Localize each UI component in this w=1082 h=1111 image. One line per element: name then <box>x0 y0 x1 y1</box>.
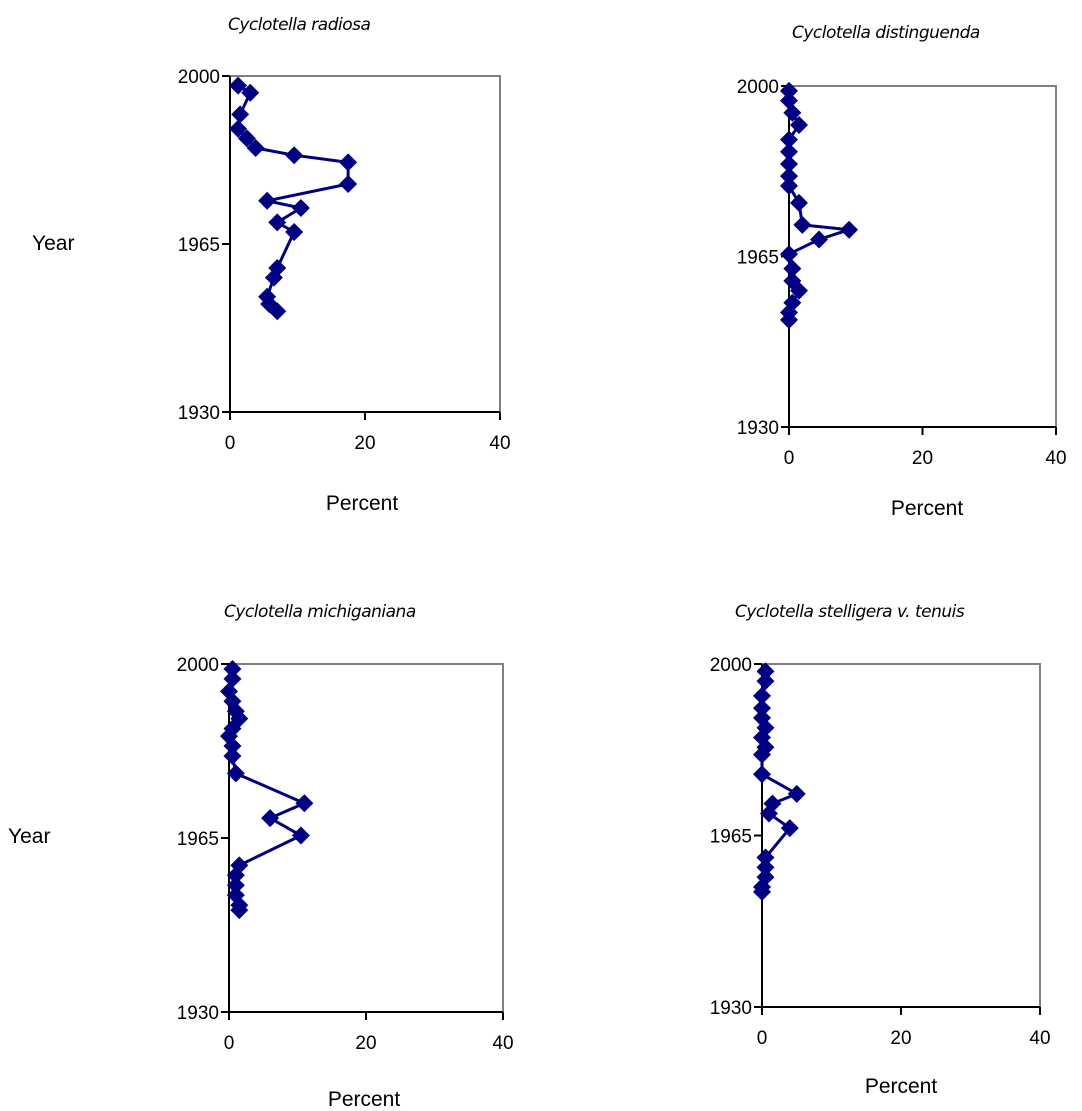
data-point <box>780 819 799 838</box>
data-point <box>226 876 245 895</box>
data-point <box>264 268 283 287</box>
data-point <box>261 809 280 828</box>
plot-area <box>788 85 1057 428</box>
data-point <box>226 866 245 885</box>
data-point <box>780 176 798 195</box>
data-point <box>268 302 287 321</box>
data-point <box>753 765 771 784</box>
y-tick-label: 1965 <box>737 248 779 269</box>
data-point <box>223 669 242 688</box>
y-tick-label: 1965 <box>177 829 219 850</box>
x-tick-label: 20 <box>912 448 933 469</box>
data-point <box>226 764 245 783</box>
data-point <box>790 115 809 134</box>
data-point <box>241 83 260 102</box>
data-point <box>237 129 256 148</box>
data-point <box>295 794 314 813</box>
data-point <box>753 686 771 705</box>
x-tick-label: 40 <box>489 433 510 454</box>
x-axis-label: Percent <box>891 497 964 520</box>
x-tick-label: 20 <box>354 433 375 454</box>
y-tick-label: 2000 <box>178 67 220 88</box>
data-point <box>285 146 304 165</box>
data-point <box>759 804 778 823</box>
data-point <box>780 81 798 100</box>
data-point <box>756 662 775 681</box>
y-tick-label: 1930 <box>177 1003 219 1024</box>
data-point <box>790 281 809 300</box>
chart-panel-2: Cyclotella distinguenda 1930 1965 2000 0 20 40… <box>737 23 1067 520</box>
plot-area <box>761 663 1041 1008</box>
data-point <box>756 672 775 691</box>
y-tick-label: 2000 <box>737 77 779 98</box>
data-point <box>780 154 798 173</box>
plot-area <box>229 75 501 413</box>
y-tick-label: 2000 <box>177 655 219 676</box>
y-tick-label: 1965 <box>178 235 220 256</box>
data-point <box>793 215 812 234</box>
data-point <box>787 784 806 803</box>
data-point <box>780 167 798 186</box>
plot-area <box>228 663 504 1013</box>
data-point <box>790 193 809 212</box>
x-axis-label: Percent <box>328 1088 401 1111</box>
data-point <box>230 901 249 920</box>
data-point <box>246 139 265 157</box>
y-tick-label: 1930 <box>178 403 220 424</box>
data-point <box>753 882 771 901</box>
data-point <box>780 130 798 149</box>
y-tick-label: 2000 <box>710 655 752 676</box>
data-point <box>780 142 798 161</box>
x-axis-label: Percent <box>865 1075 938 1098</box>
x-tick-label: 20 <box>890 1028 911 1049</box>
data-point <box>223 737 242 756</box>
data-point <box>291 826 310 845</box>
chart-title: Cyclotella stelligera v. tenuis <box>735 602 965 622</box>
data-point <box>285 223 304 241</box>
x-tick-label: 0 <box>757 1028 768 1049</box>
y-tick-label: 1930 <box>737 418 779 439</box>
data-point <box>810 230 829 249</box>
y-tick-label: 1930 <box>710 998 752 1019</box>
data-point <box>840 220 859 239</box>
chart-panel-1: Cyclotella radiosa 1930 1965 2000 0 20 40 Perce… <box>32 15 511 515</box>
data-point <box>780 245 798 264</box>
x-axis-label: Percent <box>326 492 399 515</box>
y-axis-label: Year <box>8 825 50 848</box>
x-tick-label: 20 <box>355 1033 376 1054</box>
y-axis-label: Year <box>32 232 74 255</box>
data-point <box>783 103 802 122</box>
x-tick-label: 0 <box>225 433 236 454</box>
data-point <box>229 76 248 95</box>
data-point <box>231 105 250 124</box>
x-tick-label: 40 <box>492 1033 513 1054</box>
chart-title: Cyclotella michiganiana <box>224 602 416 622</box>
x-tick-label: 0 <box>224 1033 235 1054</box>
data-point <box>339 153 358 172</box>
data-point <box>756 858 775 877</box>
y-tick-label: 1965 <box>710 827 752 848</box>
data-point <box>223 659 242 678</box>
x-tick-label: 40 <box>1045 448 1066 469</box>
x-tick-label: 0 <box>784 448 795 469</box>
data-point <box>753 745 771 764</box>
chart-title: Cyclotella distinguenda <box>792 23 980 43</box>
data-point <box>258 191 277 210</box>
data-point <box>229 119 248 138</box>
data-point <box>223 746 242 765</box>
data-point <box>339 175 358 193</box>
chart-panel-3: Cyclotella michiganiana 1930 1965 2000 0 20 40… <box>8 602 514 1111</box>
data-point <box>783 259 802 278</box>
data-point <box>753 699 771 718</box>
data-point <box>756 848 775 867</box>
chart-panel-4: Cyclotella stelligera v. tenuis 1930 1965 2… <box>710 602 1051 1098</box>
data-point <box>291 199 310 217</box>
data-point <box>780 310 798 329</box>
data-point <box>268 213 287 232</box>
x-tick-label: 40 <box>1029 1028 1050 1049</box>
chart-title: Cyclotella radiosa <box>228 15 370 35</box>
